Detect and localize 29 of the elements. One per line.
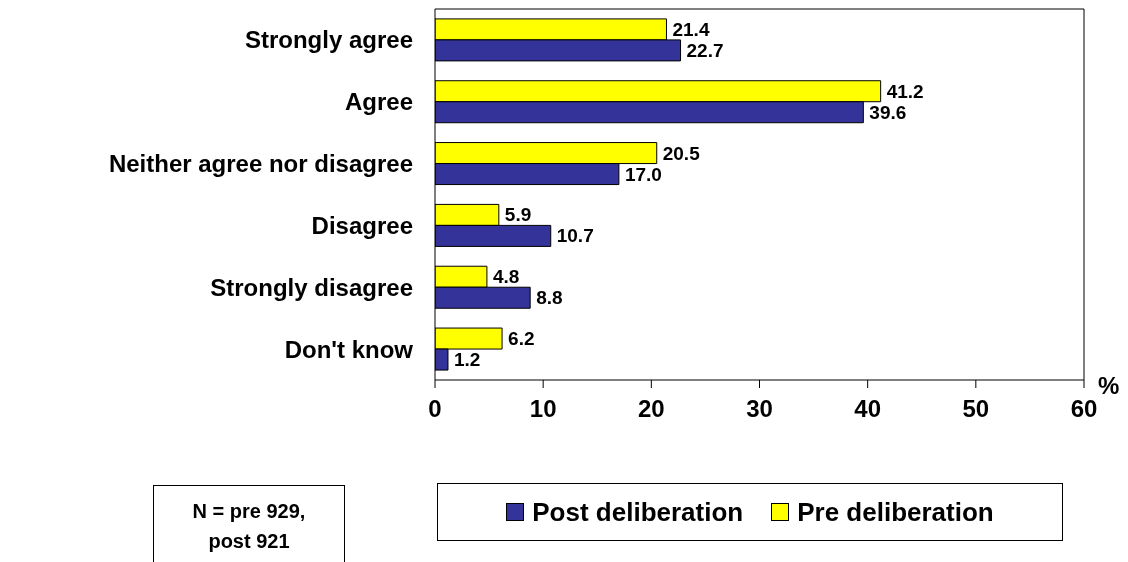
x-axis-title: %: [1098, 372, 1120, 400]
x-tick-label: 40: [854, 395, 882, 423]
data-label: 10.7: [556, 225, 594, 247]
y-tick-label: Disagree: [311, 211, 413, 239]
data-label: 8.8: [536, 287, 563, 309]
data-label: 20.5: [662, 142, 701, 164]
legend-label: Post deliberation: [532, 496, 744, 528]
x-tick-label: 50: [962, 395, 990, 423]
legend-label: Pre deliberation: [797, 496, 994, 528]
y-tick-label: Strongly agree: [244, 26, 413, 54]
y-tick-label: Neither agree nor disagree: [108, 150, 413, 178]
y-tick-label: Strongly disagree: [210, 273, 413, 301]
data-label: 41.2: [886, 80, 924, 102]
x-tick-label: 20: [637, 395, 665, 423]
y-tick-label: Agree: [344, 88, 413, 116]
text: N = pre 929, post 921: [153, 485, 345, 562]
data-label: 39.6: [869, 101, 907, 123]
y-tick-label: Don't know: [284, 335, 414, 363]
data-label: 17.0: [624, 163, 662, 185]
data-label: 6.2: [508, 328, 535, 350]
data-label: 22.7: [686, 39, 724, 61]
x-tick-label: 10: [529, 395, 557, 423]
x-tick-label: 0: [428, 395, 442, 423]
data-label: 5.9: [504, 204, 532, 226]
data-label: 21.4: [672, 18, 710, 40]
x-tick-label: 30: [746, 395, 773, 423]
x-tick-label: 60: [1070, 395, 1098, 423]
data-label: 1.2: [453, 349, 481, 371]
data-label: 4.8: [492, 266, 520, 288]
